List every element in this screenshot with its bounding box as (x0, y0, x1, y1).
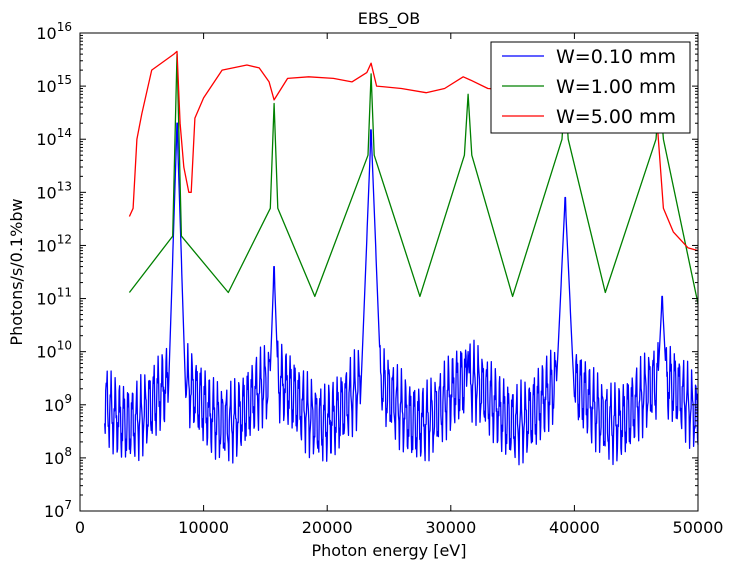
series-line-0 (104, 122, 699, 466)
y-tick-label: 109 (44, 392, 72, 415)
y-tick-label: 108 (44, 445, 72, 468)
y-axis-title: Photons/s/0.1%bw (7, 198, 26, 345)
x-tick-label: 20000 (302, 518, 353, 537)
y-tick-label: 1011 (36, 286, 72, 309)
x-tick-label: 50000 (673, 518, 724, 537)
x-axis-title: Photon energy [eV] (312, 541, 467, 560)
y-tick-label: 1015 (36, 73, 72, 96)
plot-frame (79, 32, 699, 512)
x-tick-label: 30000 (425, 518, 476, 537)
x-tick-label: 10000 (178, 518, 229, 537)
legend: W=0.10 mm W=1.00 mm W=5.00 mm (490, 41, 691, 134)
legend-frame (490, 41, 691, 134)
chart-title: EBS_OB (358, 9, 421, 29)
y-tick-label: 1016 (36, 20, 72, 43)
axis-ticks: 0 10000 20000 30000 40000 50000 107 108 109 1010 1… (36, 20, 723, 537)
series-line-1 (128, 53, 699, 304)
y-tick-label: 1012 (36, 232, 72, 255)
x-tick-label: 0 (75, 518, 85, 537)
y-tick-label: 1013 (36, 179, 72, 202)
y-tick-label: 1010 (36, 339, 72, 362)
legend-label-1: W=1.00 mm (556, 76, 676, 98)
legend-label-0: W=0.10 mm (556, 46, 676, 68)
x-tick-label: 40000 (549, 518, 600, 537)
legend-label-2: W=5.00 mm (556, 106, 676, 128)
y-tick-label: 1014 (36, 126, 72, 149)
y-tick-label: 107 (44, 498, 72, 521)
